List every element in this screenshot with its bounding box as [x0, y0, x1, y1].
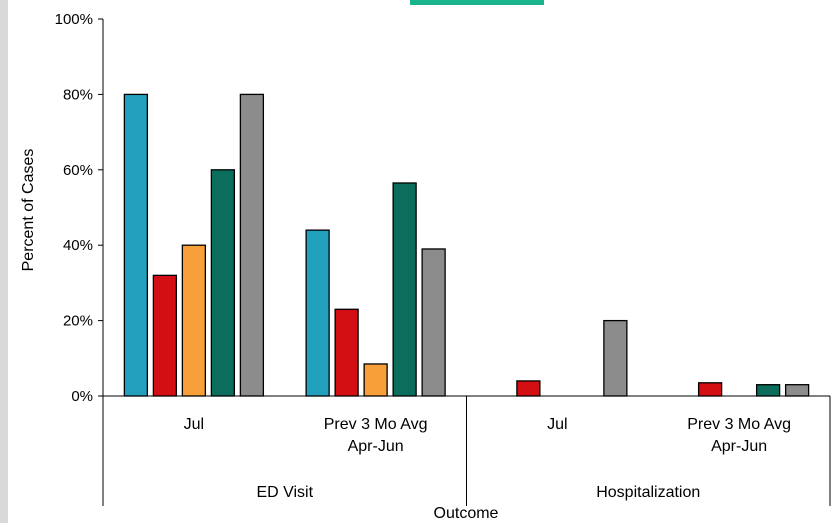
y-tick-label: 60% [63, 162, 93, 179]
chart-labels: 0% 20% 40% 60% 80% 100% Jul Prev 3 Mo Avg Apr-Ju… [55, 11, 791, 501]
category-label: Prev 3 Mo Avg [324, 416, 428, 433]
bar [152, 274, 178, 397]
bar [603, 319, 628, 397]
bar [363, 363, 388, 397]
bar [239, 93, 265, 397]
category-label: Apr-Jun [348, 438, 404, 455]
bar [181, 244, 207, 397]
bar [334, 308, 359, 397]
y-axis-title: Percent of Cases [20, 149, 37, 272]
bar [784, 384, 810, 397]
category-label: Jul [547, 416, 567, 433]
category-label: Apr-Jun [711, 438, 767, 455]
bar [210, 169, 236, 397]
y-tick-label: 0% [71, 388, 93, 405]
legend-color-swatch [410, 0, 544, 5]
category-label: Jul [184, 416, 204, 433]
y-tick-label: 80% [63, 86, 93, 103]
chart-bars [123, 93, 810, 397]
x-axis-title: Outcome [434, 505, 499, 522]
bar [305, 229, 330, 397]
y-tick-label: 40% [63, 237, 93, 254]
bar [697, 382, 723, 397]
bar [421, 248, 446, 397]
bar [516, 380, 541, 397]
group-label: Hospitalization [596, 484, 700, 501]
left-edge-strip [0, 0, 8, 523]
bar [123, 93, 149, 397]
y-tick-label: 100% [55, 11, 93, 28]
category-label: Prev 3 Mo Avg [687, 416, 791, 433]
bar [392, 182, 417, 397]
group-label: ED Visit [256, 484, 313, 501]
bar [755, 384, 781, 397]
y-tick-label: 20% [63, 313, 93, 330]
